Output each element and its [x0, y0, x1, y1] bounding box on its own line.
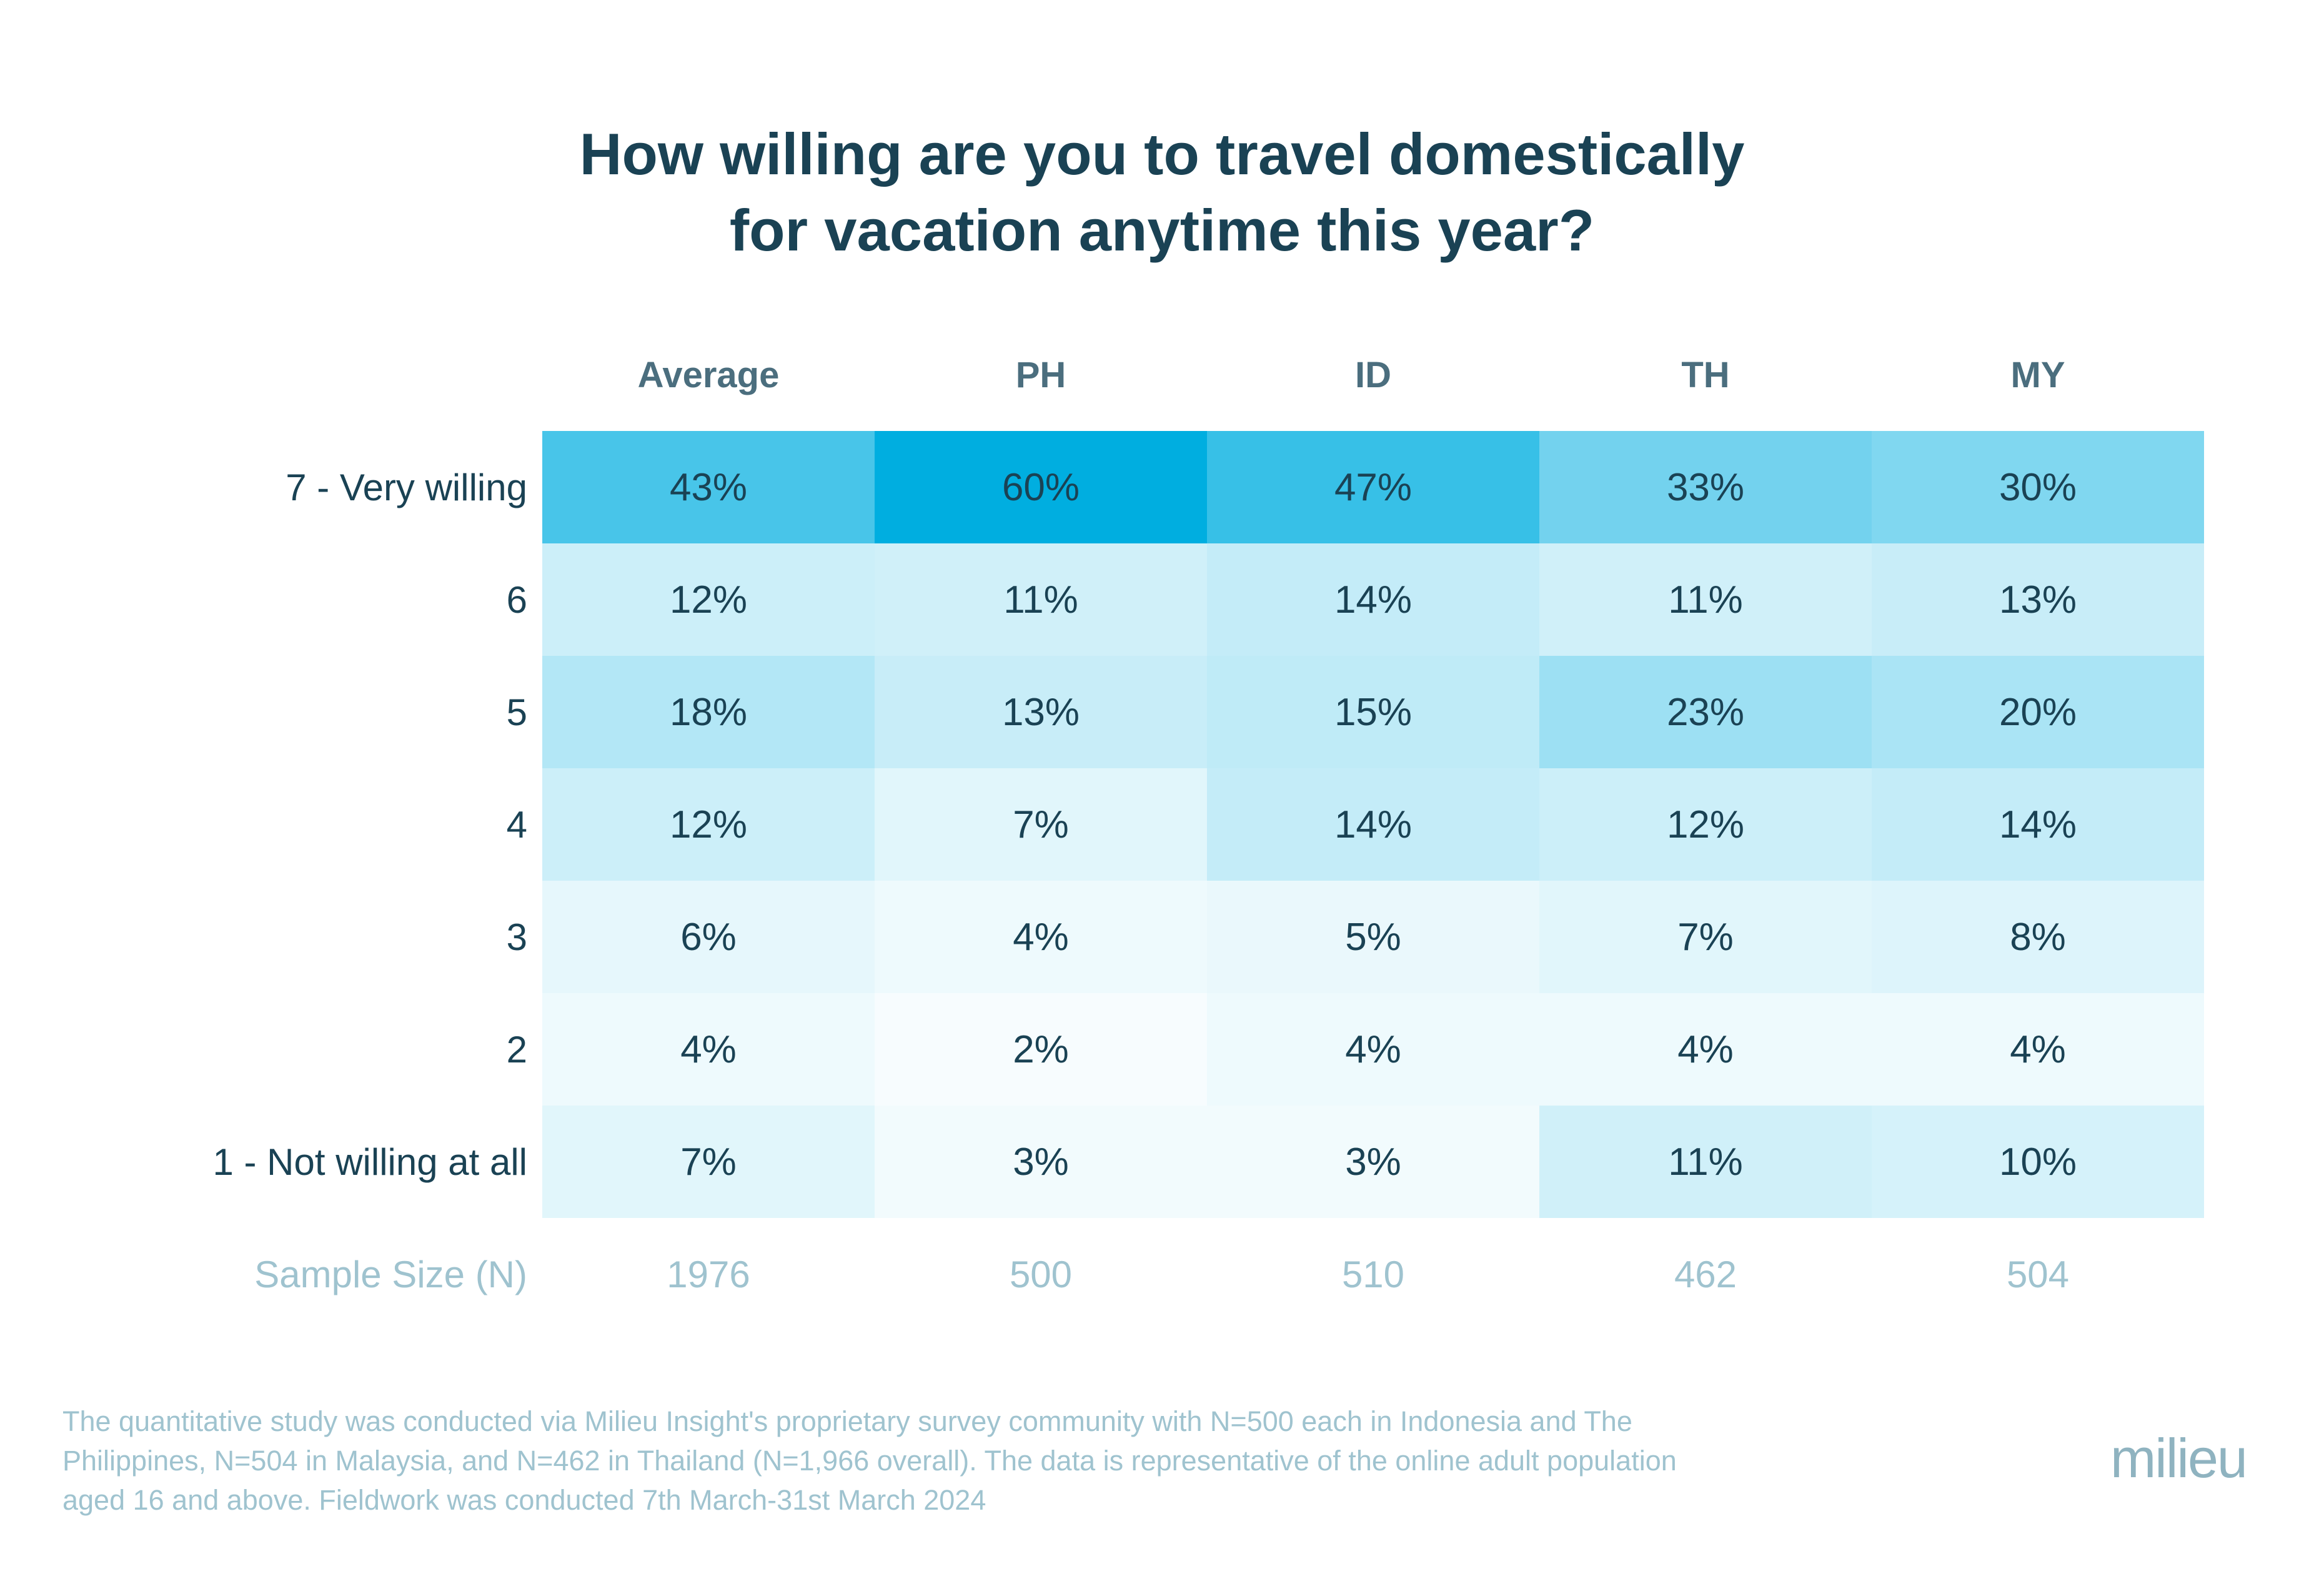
- heatmap-cell: 14%: [1207, 768, 1539, 881]
- heatmap-cell: 11%: [1539, 1106, 1872, 1218]
- page-title-line-1: How willing are you to travel domestical…: [579, 121, 1745, 187]
- sample-size-value: 500: [1009, 1253, 1073, 1295]
- heatmap-cell: 8%: [1872, 881, 2204, 993]
- heatmap-cell: 3%: [1207, 1106, 1539, 1218]
- heatmap-cell: 3%: [875, 1106, 1207, 1218]
- footnote-line-3: aged 16 and above. Fieldwork was conduct…: [62, 1484, 986, 1516]
- heatmap-cell: 60%: [875, 431, 1207, 543]
- row-label: 2: [506, 1028, 527, 1071]
- heatmap-cell: 4%: [1539, 993, 1872, 1106]
- column-header: TH: [1681, 354, 1730, 395]
- heatmap-cell: 4%: [875, 881, 1207, 993]
- row-label: 3: [506, 916, 527, 958]
- row-label: 6: [506, 578, 527, 621]
- heatmap-cell: 6%: [542, 881, 875, 993]
- heatmap-cell: 11%: [875, 543, 1207, 656]
- heatmap-cell: 7%: [875, 768, 1207, 881]
- column-header: Average: [637, 354, 780, 395]
- row-label: 4: [506, 803, 527, 846]
- heatmap-cell: 4%: [542, 993, 875, 1106]
- heatmap-cell: 12%: [542, 768, 875, 881]
- sample-size-value: 1976: [667, 1253, 750, 1295]
- brand-logo: milieu: [2110, 1427, 2248, 1489]
- heatmap-cell: 10%: [1872, 1106, 2204, 1218]
- heatmap-cell: 14%: [1207, 543, 1539, 656]
- heatmap-cell: 12%: [1539, 768, 1872, 881]
- heatmap-cell: 5%: [1207, 881, 1539, 993]
- row-label: 1 - Not willing at all: [212, 1141, 527, 1183]
- footnote-line-1: The quantitative study was conducted via…: [62, 1405, 1632, 1437]
- heatmap-cell: 18%: [542, 656, 875, 768]
- heatmap-cell: 11%: [1539, 543, 1872, 656]
- column-header: PH: [1015, 354, 1066, 395]
- heatmap-table: Average PH ID TH MY 7 - Very willing 43% 60% 47%…: [0, 319, 2204, 1330]
- heatmap-cell: 15%: [1207, 656, 1539, 768]
- heatmap-cell: 13%: [1872, 543, 2204, 656]
- heatmap-cell: 47%: [1207, 431, 1539, 543]
- sample-size-value: 504: [2006, 1253, 2070, 1295]
- row-label: 5: [506, 691, 527, 733]
- heatmap-cell: 4%: [1872, 993, 2204, 1106]
- column-header: MY: [2010, 354, 2065, 395]
- heatmap-cell: 7%: [1539, 881, 1872, 993]
- page-title-line-2: for vacation anytime this year?: [729, 197, 1595, 263]
- heatmap-cell: 14%: [1872, 768, 2204, 881]
- footnote-line-2: Philippines, N=504 in Malaysia, and N=46…: [62, 1445, 1677, 1477]
- sample-size-value: 510: [1341, 1253, 1405, 1295]
- row-label: 7 - Very willing: [286, 466, 527, 508]
- footnote: The quantitative study was conducted via…: [62, 1402, 2037, 1520]
- page-title: How willing are you to travel domestical…: [0, 116, 2324, 269]
- heatmap-cell: 4%: [1207, 993, 1539, 1106]
- heatmap-cell: 13%: [875, 656, 1207, 768]
- heatmap-cell: 23%: [1539, 656, 1872, 768]
- sample-size-label: Sample Size (N): [254, 1253, 527, 1295]
- heatmap-cell: 30%: [1872, 431, 2204, 543]
- heatmap-cell: 20%: [1872, 656, 2204, 768]
- heatmap-cell: 43%: [542, 431, 875, 543]
- column-header: ID: [1355, 354, 1391, 395]
- sample-size-value: 462: [1674, 1253, 1737, 1295]
- heatmap-cell: 7%: [542, 1106, 875, 1218]
- heatmap-cell: 33%: [1539, 431, 1872, 543]
- heatmap-cell: 12%: [542, 543, 875, 656]
- heatmap-cell: 2%: [875, 993, 1207, 1106]
- table-corner-spacer: [0, 319, 542, 431]
